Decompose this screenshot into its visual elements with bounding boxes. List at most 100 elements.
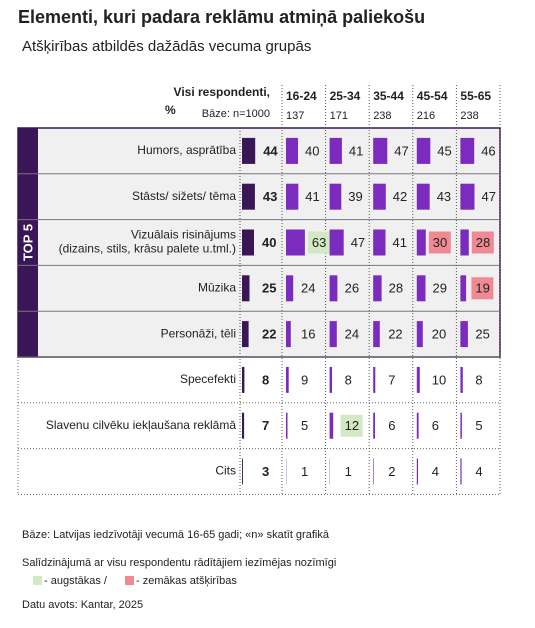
bar (330, 367, 332, 393)
total-bar (242, 413, 244, 439)
total-value: 3 (262, 464, 269, 479)
value: 30 (433, 235, 447, 250)
value: 41 (305, 189, 319, 204)
value: 20 (432, 327, 446, 342)
value: 26 (345, 281, 359, 296)
bar (286, 230, 305, 256)
value: 25 (475, 327, 489, 342)
bar (373, 275, 381, 301)
group-name: 25-34 (330, 89, 361, 103)
significance-note: Salīdzinājumā ar visu respondentu rādītā… (22, 557, 336, 569)
value: 4 (475, 464, 482, 479)
value: 6 (432, 418, 439, 433)
group-name: 55-65 (460, 89, 491, 103)
group-name: 35-44 (373, 89, 404, 103)
total-bar (242, 459, 243, 485)
bar (286, 138, 298, 164)
bar (373, 230, 385, 256)
legend-swatch-higher (33, 576, 42, 585)
total-value: 8 (262, 372, 269, 387)
legend-lower: - zemākas atšķirības (136, 575, 237, 587)
row-label: Stāsts/ sižets/ tēma (132, 189, 236, 203)
bar (417, 230, 426, 256)
bar (417, 138, 431, 164)
bar (417, 184, 430, 210)
total-value: 7 (262, 418, 269, 433)
total-bar (242, 138, 255, 164)
value: 29 (433, 281, 447, 296)
bar (373, 184, 386, 210)
top-label: TOP 5 (20, 224, 35, 261)
bar (460, 367, 462, 393)
value: 47 (394, 143, 408, 158)
total-value: 25 (262, 281, 276, 296)
bar (460, 230, 468, 256)
bar (460, 275, 466, 301)
total-bar (242, 230, 254, 256)
bar (417, 413, 419, 439)
bar (417, 367, 420, 393)
total-bar (242, 275, 250, 301)
bar (417, 459, 418, 485)
value: 1 (301, 464, 308, 479)
value: 24 (301, 281, 315, 296)
value: 24 (345, 327, 359, 342)
total-value: 43 (263, 189, 277, 204)
group-name: 45-54 (417, 89, 448, 103)
row-label: Slavenu cilvēku iekļaušana reklāmā (46, 418, 236, 432)
value: 28 (389, 281, 403, 296)
group-base: 238 (460, 110, 478, 122)
bar (330, 321, 337, 347)
total-bar (242, 321, 249, 347)
value: 9 (301, 372, 308, 387)
row-label: Mūzika (198, 280, 236, 294)
value: 5 (475, 418, 482, 433)
value: 16 (301, 327, 315, 342)
bar (286, 367, 289, 393)
bar (286, 321, 291, 347)
bar (373, 367, 375, 393)
value: 40 (305, 143, 319, 158)
value: 43 (437, 189, 451, 204)
bar (330, 138, 342, 164)
bar (330, 275, 338, 301)
group-base: 137 (286, 110, 304, 122)
value: 28 (476, 235, 490, 250)
chart-title: Elementi, kuri padara reklāmu atmiņā pal… (18, 7, 425, 27)
value: 41 (393, 235, 407, 250)
bar (330, 230, 344, 256)
bar (286, 184, 298, 210)
value: 39 (348, 189, 362, 204)
value: 19 (475, 281, 489, 296)
total-value: 44 (263, 143, 278, 158)
value: 5 (301, 418, 308, 433)
row-label: Specefekti (180, 372, 236, 386)
legend-higher: - augstākas / (44, 575, 108, 587)
value: 6 (388, 418, 395, 433)
value: 8 (475, 372, 482, 387)
total-header: Visi respondenti, (174, 85, 270, 99)
value: 47 (482, 189, 496, 204)
value: 1 (345, 464, 352, 479)
bar (460, 459, 461, 485)
value: 4 (432, 464, 439, 479)
total-bar (242, 367, 244, 393)
value: 63 (312, 235, 326, 250)
value: 12 (345, 418, 359, 433)
unit-label: % (165, 103, 176, 117)
value: 42 (393, 189, 407, 204)
legend-swatch-lower (125, 576, 134, 585)
bar (373, 321, 380, 347)
bar (460, 138, 474, 164)
chart-subtitle: Atšķirības atbildēs dažādās vecuma grupā… (22, 38, 311, 55)
bar (417, 321, 423, 347)
bar (286, 275, 293, 301)
bar (460, 321, 468, 347)
total-value: 40 (262, 235, 276, 250)
row-label: Humors, asprātība (137, 143, 236, 157)
group-base: 216 (417, 110, 435, 122)
bar (373, 138, 387, 164)
value: 47 (351, 235, 365, 250)
value: 45 (437, 143, 451, 158)
